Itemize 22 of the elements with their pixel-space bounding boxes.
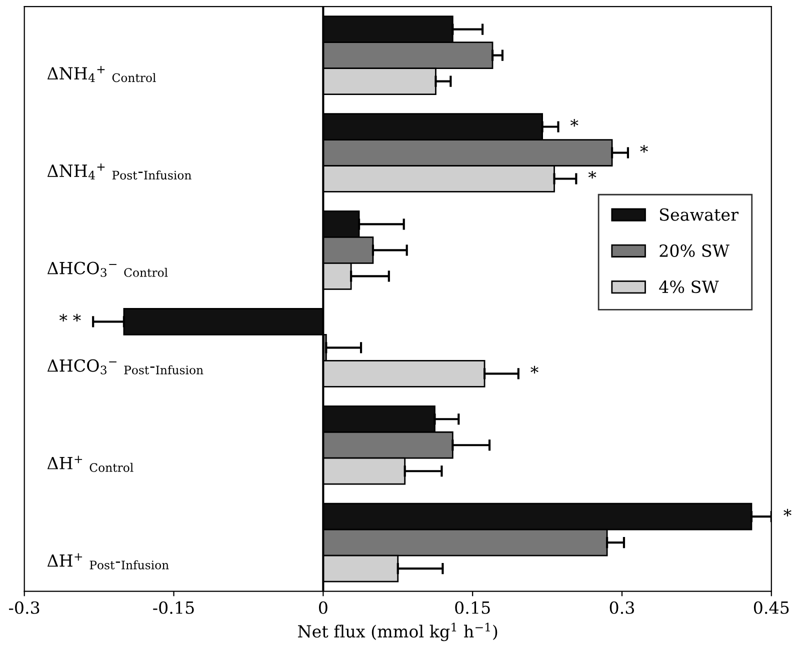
x-tick-label: 0.15: [455, 601, 490, 614]
y-tick-label: ΔNH$_{4}$$^{+}$ $_{Control}$: [47, 66, 156, 82]
x-tick-label: 0.45: [754, 601, 789, 614]
data-label: *: [570, 118, 578, 127]
data-label: *: [530, 366, 538, 374]
x-tick-label: -0.15: [153, 601, 194, 614]
y-tick-label: ΔNH$_{4}$$^{+}$ $_{Post}$-$_{Infusion}$: [47, 163, 192, 180]
data-label: *: [640, 144, 648, 153]
y-tick-label: ΔHCO$_{3}$$^{−}$ $_{Post}$-$_{Infusion}$: [47, 359, 204, 374]
data-label: * *: [59, 314, 81, 322]
data-label: *: [588, 170, 596, 179]
x-tick-label: 0: [318, 601, 328, 614]
y-tick-label: ΔHCO$_{3}$$^{−}$ $_{Control}$: [47, 262, 168, 277]
data-label: *: [784, 508, 792, 516]
x-tick-label: 0.3: [610, 601, 634, 614]
x-tick-label: -0.3: [9, 601, 40, 614]
x-axis-title: Net flux (mmol kg$^{1}$ h$^{−1}$): [298, 622, 498, 642]
legend-label: 4% SW: [659, 280, 719, 294]
y-tick-label: ΔH$^{+}$ $_{Post}$-$_{Infusion}$: [47, 553, 169, 570]
y-tick-label: ΔH$^{+}$ $_{Control}$: [47, 456, 134, 472]
legend-label: Seawater: [660, 208, 739, 221]
legend-label: 20% SW: [660, 244, 730, 257]
